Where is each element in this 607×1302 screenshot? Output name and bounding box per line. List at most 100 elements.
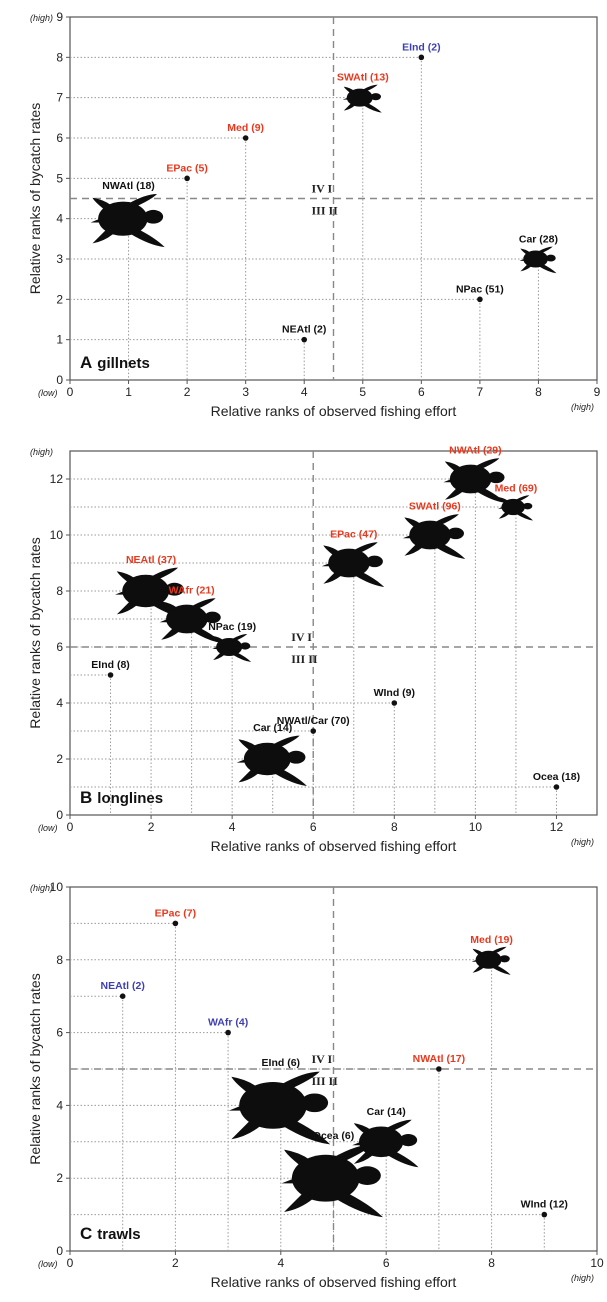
point-dot bbox=[184, 175, 190, 182]
point-label: EPac (5) bbox=[166, 162, 207, 174]
x-tick-label: 6 bbox=[383, 1256, 390, 1270]
y-tick-label: 2 bbox=[56, 752, 63, 766]
quadrant-label-iii: III bbox=[312, 1074, 326, 1088]
y-axis-label: Relative ranks of bycatch rates bbox=[27, 537, 43, 728]
x-tick-label: 4 bbox=[277, 1256, 284, 1270]
quadrant-label-iv: IV bbox=[291, 630, 305, 644]
point-label: EInd (8) bbox=[91, 659, 130, 671]
point-label: Car (14) bbox=[253, 722, 292, 734]
point-dot bbox=[541, 1211, 548, 1218]
y-tick-label: 8 bbox=[56, 50, 63, 64]
y-axis-label: Relative ranks of bycatch rates bbox=[27, 973, 43, 1164]
point-label: NEAtl (2) bbox=[282, 324, 326, 336]
x-tick-label: 6 bbox=[418, 385, 425, 399]
turtle-marker bbox=[519, 246, 557, 274]
point-label: EInd (6) bbox=[262, 1057, 301, 1069]
y-tick-label: 0 bbox=[56, 1244, 63, 1258]
point-dot bbox=[477, 296, 483, 303]
y-tick-label: 5 bbox=[56, 171, 63, 185]
x-tick-label: 8 bbox=[535, 385, 542, 399]
x-tick-label: 6 bbox=[310, 820, 317, 834]
y-axis-label: Relative ranks of bycatch rates bbox=[27, 103, 43, 294]
point-label: Car (28) bbox=[519, 234, 558, 246]
point-dot bbox=[553, 784, 560, 790]
point-label: Car (14) bbox=[367, 1106, 406, 1118]
point-label: SWAtl (13) bbox=[337, 72, 389, 84]
y-tick-label: 10 bbox=[50, 528, 64, 542]
x-tick-label: 0 bbox=[67, 1256, 74, 1270]
turtle-marker bbox=[159, 598, 223, 643]
point-dot bbox=[242, 135, 249, 141]
y-tick-label: 2 bbox=[56, 292, 63, 306]
point-dot bbox=[391, 700, 398, 706]
quadrant-label-ii: II bbox=[329, 204, 339, 218]
x-tick-label: 5 bbox=[359, 385, 366, 399]
y-tick-label: 4 bbox=[56, 696, 63, 710]
point-dot bbox=[418, 54, 425, 61]
x-axis-label: Relative ranks of observed fishing effor… bbox=[211, 403, 457, 419]
x-tick-label: 0 bbox=[67, 820, 74, 834]
y-tick-label: 6 bbox=[56, 131, 63, 145]
x-tick-label: 2 bbox=[184, 385, 191, 399]
point-dot bbox=[301, 336, 308, 343]
y-tick-label: 8 bbox=[56, 953, 63, 967]
point-label: WAfr (4) bbox=[208, 1017, 248, 1029]
y-high-label: (high) bbox=[30, 883, 53, 893]
point-label: Med (19) bbox=[470, 934, 513, 946]
x-tick-label: 2 bbox=[172, 1256, 179, 1270]
point-dot bbox=[436, 1066, 442, 1072]
turtle-marker bbox=[281, 1144, 383, 1218]
x-tick-label: 8 bbox=[488, 1256, 495, 1270]
point-label: Med (9) bbox=[227, 122, 264, 134]
x-tick-label: 10 bbox=[469, 820, 483, 834]
point-label: Ocea (6) bbox=[313, 1130, 354, 1142]
point-label: NPac (19) bbox=[208, 621, 256, 633]
y-tick-label: 8 bbox=[56, 584, 63, 598]
point-label: NEAtl (37) bbox=[126, 554, 176, 566]
plot-frame bbox=[69, 450, 598, 816]
y-tick-label: 4 bbox=[56, 1098, 63, 1112]
x-tick-label: 8 bbox=[391, 820, 398, 834]
x-tick-label: 7 bbox=[477, 385, 484, 399]
y-tick-label: 10 bbox=[50, 880, 64, 894]
y-tick-label: 0 bbox=[56, 373, 63, 387]
turtle-marker bbox=[321, 542, 385, 587]
point-label: EPac (7) bbox=[155, 907, 196, 919]
x-tick-label: 2 bbox=[148, 820, 155, 834]
x-high-label: (high) bbox=[571, 1273, 594, 1283]
point-dot bbox=[172, 920, 179, 927]
quadrant-label-ii: II bbox=[329, 1074, 339, 1088]
x-tick-label: 1 bbox=[125, 385, 132, 399]
y-tick-label: 12 bbox=[50, 472, 64, 486]
quadrant-label-i: I bbox=[328, 1052, 333, 1066]
y-tick-label: 4 bbox=[56, 212, 63, 226]
y-tick-label: 9 bbox=[56, 10, 63, 24]
x-tick-label: 9 bbox=[594, 385, 601, 399]
x-tick-label: 4 bbox=[301, 385, 308, 399]
y-tick-label: 0 bbox=[56, 808, 63, 822]
turtle-marker bbox=[471, 946, 511, 975]
point-label: NWAtl (17) bbox=[413, 1053, 466, 1065]
point-dot bbox=[225, 1029, 231, 1036]
turtle-marker bbox=[497, 495, 534, 521]
point-dot bbox=[107, 672, 114, 678]
point-label: NWAtl/Car (70) bbox=[277, 715, 350, 727]
point-label: Ocea (18) bbox=[533, 771, 580, 783]
turtle-marker bbox=[90, 193, 165, 248]
turtle-marker bbox=[402, 514, 466, 559]
y-tick-label: 3 bbox=[56, 252, 63, 266]
low-label: (low) bbox=[38, 388, 58, 398]
turtle-marker bbox=[352, 1119, 419, 1168]
turtle-marker bbox=[212, 634, 252, 662]
y-tick-label: 7 bbox=[56, 91, 63, 105]
x-tick-label: 4 bbox=[229, 820, 236, 834]
point-label: WAfr (21) bbox=[169, 585, 215, 597]
quadrant-label-iv: IV bbox=[312, 182, 326, 196]
x-tick-label: 0 bbox=[67, 385, 74, 399]
low-label: (low) bbox=[38, 823, 58, 833]
